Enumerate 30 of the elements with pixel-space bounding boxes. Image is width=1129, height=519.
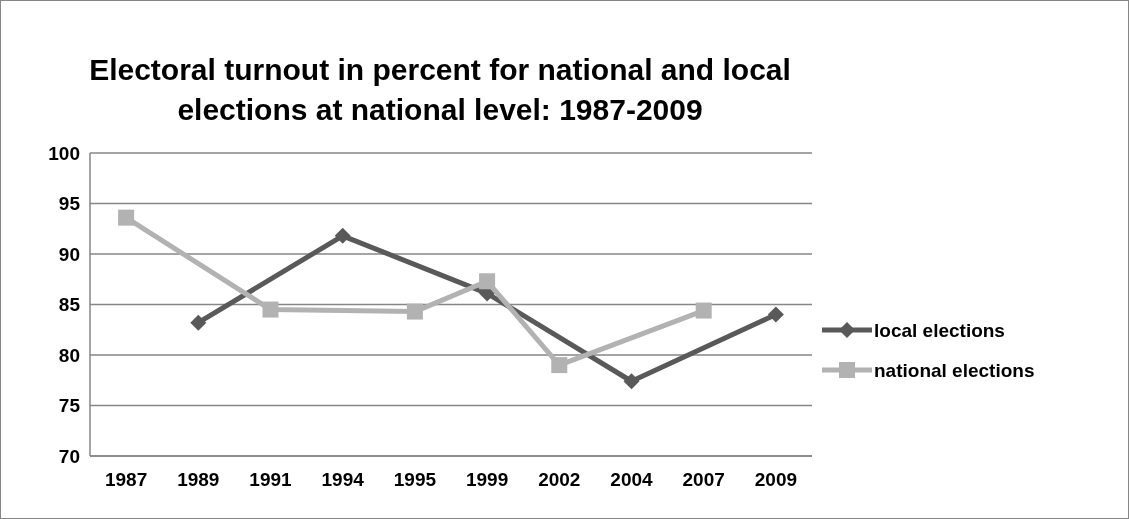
y-tick-label: 95 [58,193,81,215]
x-tick-label: 2004 [610,469,654,490]
point [623,373,640,390]
y-tick-label: 85 [58,294,81,316]
x-tick-label: 1987 [104,469,148,490]
x-tick-label: 1994 [321,469,365,490]
point [767,306,784,323]
x-tick-label: 1999 [465,469,509,490]
legend-label: local elections [874,319,1005,341]
point [551,357,568,374]
x-tick-label: 2009 [754,469,798,490]
point [695,302,712,319]
point [118,209,135,226]
x-tick-label: 1995 [393,469,437,490]
point [262,301,279,318]
legend-label: national elections [874,359,1035,381]
y-tick-label: 75 [58,395,81,417]
point [190,314,207,331]
point [334,227,351,244]
x-tick-label: 1991 [249,469,293,490]
y-tick-label: 70 [58,445,80,467]
x-tick-label: 2007 [682,469,725,490]
point [406,303,423,320]
y-tick-label: 90 [58,243,80,265]
point [479,273,496,290]
x-tick-label: 1989 [177,469,220,490]
chart-title: Electoral turnout in percent for national and local elections at national level: 1987-2009 [89,53,791,126]
y-tick-label: 80 [58,344,80,366]
x-tick-label: 2002 [538,469,581,490]
y-tick-label: 100 [48,142,80,164]
